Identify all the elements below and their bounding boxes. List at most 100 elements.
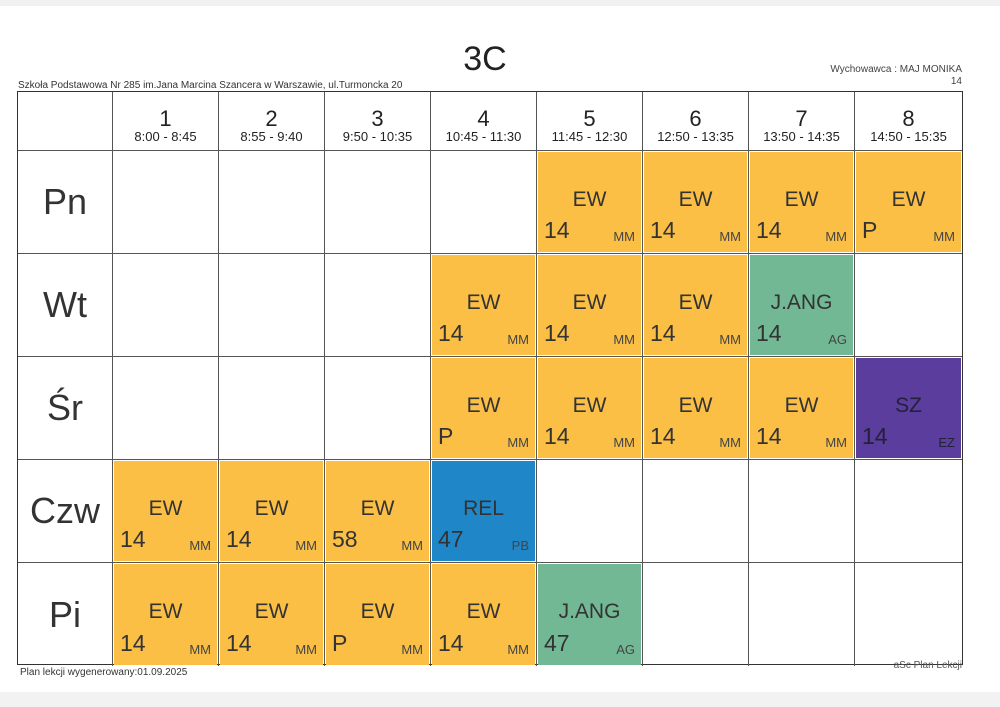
lesson-block[interactable]: EW 14 MM [432, 255, 535, 355]
lesson-block[interactable]: EW 14 MM [538, 152, 641, 252]
empty-cell [855, 563, 962, 666]
lesson-room: 14 [544, 320, 570, 346]
empty-cell [749, 563, 855, 666]
lesson-cell[interactable]: EW 14 MM [431, 254, 537, 357]
lesson-block[interactable]: EW 14 MM [538, 358, 641, 458]
lesson-cell[interactable]: EW P MM [325, 563, 431, 666]
lesson-subject: EW [148, 497, 183, 520]
lesson-teacher: MM [507, 642, 529, 657]
lesson-block[interactable]: EW 14 MM [538, 255, 641, 355]
period-header: 8 14:50 - 15:35 [855, 92, 962, 151]
lesson-cell[interactable]: EW 14 MM [749, 357, 855, 460]
lesson-block[interactable]: EW 14 MM [220, 564, 323, 665]
lesson-cell[interactable]: EW P MM [855, 151, 962, 254]
lesson-cell[interactable]: EW 58 MM [325, 460, 431, 563]
lesson-cell[interactable]: EW 14 MM [537, 357, 643, 460]
day-label: Pn [18, 151, 113, 254]
empty-cell [749, 460, 855, 563]
software-credit: aSc Plan Lekcji [893, 660, 962, 671]
lesson-teacher: AG [828, 332, 847, 347]
lesson-cell[interactable]: EW 14 MM [219, 563, 325, 666]
lesson-cell[interactable]: EW 14 MM [113, 563, 219, 666]
lesson-block[interactable]: REL 47 PB [432, 461, 535, 561]
lesson-subject: REL [463, 497, 504, 520]
lesson-teacher: MM [613, 435, 635, 450]
lesson-block[interactable]: EW 14 MM [750, 358, 853, 458]
lesson-cell[interactable]: EW 14 MM [643, 254, 749, 357]
lesson-subject: EW [360, 600, 395, 623]
day-label: Czw [18, 460, 113, 563]
lesson-block[interactable]: EW P MM [326, 564, 429, 665]
lesson-block[interactable]: EW P MM [856, 152, 961, 252]
lesson-subject: EW [466, 600, 501, 623]
lesson-subject: EW [466, 291, 501, 314]
lesson-cell[interactable]: J.ANG 47 AG [537, 563, 643, 666]
lesson-block[interactable]: EW 14 MM [220, 461, 323, 561]
lesson-cell[interactable]: EW 14 MM [431, 563, 537, 666]
empty-cell [855, 460, 962, 563]
lesson-room: 14 [226, 630, 252, 656]
lesson-room: 47 [438, 526, 464, 552]
lesson-cell[interactable]: EW 14 MM [219, 460, 325, 563]
school-name: Szkoła Podstawowa Nr 285 im.Jana Marcina… [18, 80, 403, 91]
day-label: Pi [18, 563, 113, 666]
lesson-cell[interactable]: EW 14 MM [537, 254, 643, 357]
period-time: 12:50 - 13:35 [657, 129, 734, 144]
lesson-block[interactable]: EW 58 MM [326, 461, 429, 561]
lesson-block[interactable]: EW P MM [432, 358, 535, 458]
empty-cell [643, 460, 749, 563]
period-header: 2 8:55 - 9:40 [219, 92, 325, 151]
lesson-block[interactable]: EW 14 MM [114, 564, 217, 665]
lesson-block[interactable]: SZ 14 EZ [856, 358, 961, 458]
lesson-subject: J.ANG [558, 600, 621, 623]
lesson-teacher: MM [825, 435, 847, 450]
lesson-room: 14 [862, 423, 888, 449]
lesson-cell[interactable]: EW 14 MM [537, 151, 643, 254]
lesson-cell[interactable]: EW 14 MM [643, 151, 749, 254]
lesson-subject: EW [784, 394, 819, 417]
empty-cell [113, 254, 219, 357]
lesson-block[interactable]: EW 14 MM [432, 564, 535, 665]
empty-cell [431, 151, 537, 254]
lesson-cell[interactable]: EW 14 MM [643, 357, 749, 460]
lesson-block[interactable]: EW 14 MM [644, 152, 747, 252]
lesson-block[interactable]: EW 14 MM [644, 358, 747, 458]
lesson-room: 14 [650, 423, 676, 449]
lesson-teacher: MM [189, 538, 211, 553]
lesson-subject: EW [678, 188, 713, 211]
lesson-teacher: MM [825, 229, 847, 244]
lesson-room: 14 [756, 320, 782, 346]
lesson-cell[interactable]: J.ANG 14 AG [749, 254, 855, 357]
lesson-subject: EW [891, 188, 926, 211]
lesson-room: 14 [544, 423, 570, 449]
period-time: 10:45 - 11:30 [445, 129, 522, 144]
period-header: 5 11:45 - 12:30 [537, 92, 643, 151]
lesson-block[interactable]: EW 14 MM [750, 152, 853, 252]
lesson-block[interactable]: EW 14 MM [644, 255, 747, 355]
lesson-subject: SZ [895, 394, 922, 417]
lesson-room: 14 [120, 526, 146, 552]
lesson-teacher: MM [613, 229, 635, 244]
empty-cell [219, 254, 325, 357]
lesson-block[interactable]: J.ANG 14 AG [750, 255, 853, 355]
lesson-cell[interactable]: EW 14 MM [749, 151, 855, 254]
period-number: 5 [583, 106, 596, 131]
empty-cell [219, 357, 325, 460]
lesson-subject: EW [466, 394, 501, 417]
lesson-subject: EW [254, 497, 289, 520]
lesson-room: 14 [120, 630, 146, 656]
lesson-subject: EW [572, 394, 607, 417]
lesson-cell[interactable]: SZ 14 EZ [855, 357, 962, 460]
lesson-cell[interactable]: REL 47 PB [431, 460, 537, 563]
lesson-cell[interactable]: EW P MM [431, 357, 537, 460]
lesson-teacher: PB [511, 538, 529, 553]
top-rule [0, 0, 1000, 6]
lesson-room: 58 [332, 526, 358, 552]
lesson-subject: EW [360, 497, 395, 520]
period-time: 11:45 - 12:30 [551, 129, 628, 144]
tutor-name: Wychowawca : MAJ MONIKA [830, 64, 962, 75]
lesson-block[interactable]: J.ANG 47 AG [538, 564, 641, 665]
lesson-block[interactable]: EW 14 MM [114, 461, 217, 561]
lesson-cell[interactable]: EW 14 MM [113, 460, 219, 563]
lesson-teacher: MM [189, 642, 211, 657]
